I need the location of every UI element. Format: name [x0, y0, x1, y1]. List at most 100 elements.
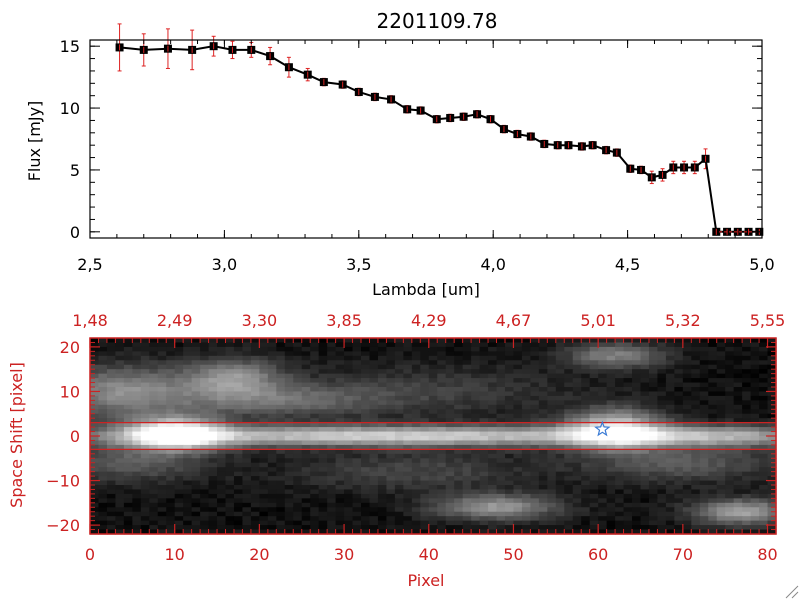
image-pixel [496, 355, 506, 361]
image-pixel [657, 436, 667, 442]
image-pixel [657, 498, 667, 504]
image-pixel [657, 404, 667, 410]
image-pixel [318, 476, 328, 482]
image-pixel [411, 387, 421, 393]
image-pixel [361, 489, 371, 495]
image-pixel [352, 355, 362, 361]
image-pixel [682, 507, 692, 513]
image-pixel [716, 480, 726, 486]
image-pixel [547, 444, 557, 450]
image-pixel [445, 516, 455, 522]
image-pixel [632, 511, 642, 517]
image-pixel [488, 480, 498, 486]
image-pixel [521, 418, 531, 424]
top-x-ticks: 2,5 3,0 3,5 4,0 4,5 5,0 [77, 40, 775, 274]
image-pixel [513, 467, 523, 473]
image-pixel [513, 449, 523, 455]
image-pixel [750, 471, 760, 477]
image-pixel [310, 516, 320, 522]
image-pixel [157, 360, 167, 366]
image-pixel [665, 373, 675, 379]
image-pixel [250, 378, 260, 384]
image-pixel [428, 431, 438, 437]
image-pixel [598, 369, 608, 375]
image-pixel [428, 360, 438, 366]
image-pixel [191, 382, 201, 388]
image-pixel [301, 360, 311, 366]
image-pixel [140, 378, 150, 384]
image-pixel [428, 422, 438, 428]
image-pixel [733, 355, 743, 361]
image-pixel [132, 395, 142, 401]
image-pixel [115, 355, 125, 361]
image-pixel [276, 351, 286, 357]
image-pixel [665, 440, 675, 446]
image-pixel [267, 373, 277, 379]
image-pixel [394, 342, 404, 348]
image-pixel [403, 449, 413, 455]
image-pixel [767, 427, 777, 433]
image-pixel [708, 511, 718, 517]
image-pixel [538, 369, 548, 375]
image-pixel [445, 378, 455, 384]
image-pixel [513, 471, 523, 477]
image-pixel [386, 409, 396, 415]
image-pixel [674, 462, 684, 468]
image-pixel [504, 373, 515, 379]
image-pixel [606, 351, 616, 357]
image-pixel [725, 342, 735, 348]
image-pixel [106, 444, 117, 450]
image-pixel [513, 387, 523, 393]
image-pixel [496, 422, 506, 428]
image-pixel [318, 342, 328, 348]
image-pixel [657, 529, 667, 535]
image-pixel [132, 458, 142, 464]
image-pixel [208, 507, 218, 513]
image-pixel [200, 458, 210, 464]
image-pixel [640, 373, 650, 379]
image-pixel [767, 467, 777, 473]
image-pixel [191, 422, 201, 428]
image-pixel [250, 458, 260, 464]
image-pixel [140, 409, 150, 415]
image-pixel [377, 507, 388, 513]
image-pixel [310, 511, 320, 517]
image-pixel [462, 436, 472, 442]
image-pixel [699, 382, 709, 388]
image-pixel [259, 400, 269, 406]
image-pixel [411, 480, 421, 486]
image-pixel [242, 444, 252, 450]
image-pixel [327, 409, 337, 415]
image-pixel [225, 502, 235, 508]
image-pixel [369, 400, 379, 406]
image-pixel [394, 444, 404, 450]
image-pixel [157, 355, 167, 361]
image-pixel [352, 413, 362, 419]
image-pixel [513, 382, 523, 388]
image-pixel [352, 360, 362, 366]
image-pixel [259, 355, 269, 361]
image-pixel [564, 507, 574, 513]
image-pixel [335, 400, 345, 406]
image-pixel [479, 338, 489, 344]
image-pixel [140, 480, 150, 486]
image-pixel [665, 360, 675, 366]
image-pixel [445, 507, 455, 513]
image-pixel [742, 520, 752, 526]
image-pixel [327, 529, 337, 535]
image-pixel [344, 364, 354, 370]
image-pixel [344, 502, 354, 508]
image-pixel [420, 391, 430, 397]
image-pixel [648, 525, 659, 531]
image-pixel [581, 480, 591, 486]
image-pixel [555, 529, 565, 535]
image-pixel [471, 516, 481, 522]
image-pixel [208, 355, 218, 361]
resize-grip-icon[interactable] [785, 585, 799, 599]
image-pixel [708, 351, 718, 357]
image-pixel [361, 462, 371, 468]
image-pixel [665, 404, 675, 410]
image-pixel [352, 351, 362, 357]
image-pixel [411, 395, 421, 401]
image-pixel [369, 462, 379, 468]
